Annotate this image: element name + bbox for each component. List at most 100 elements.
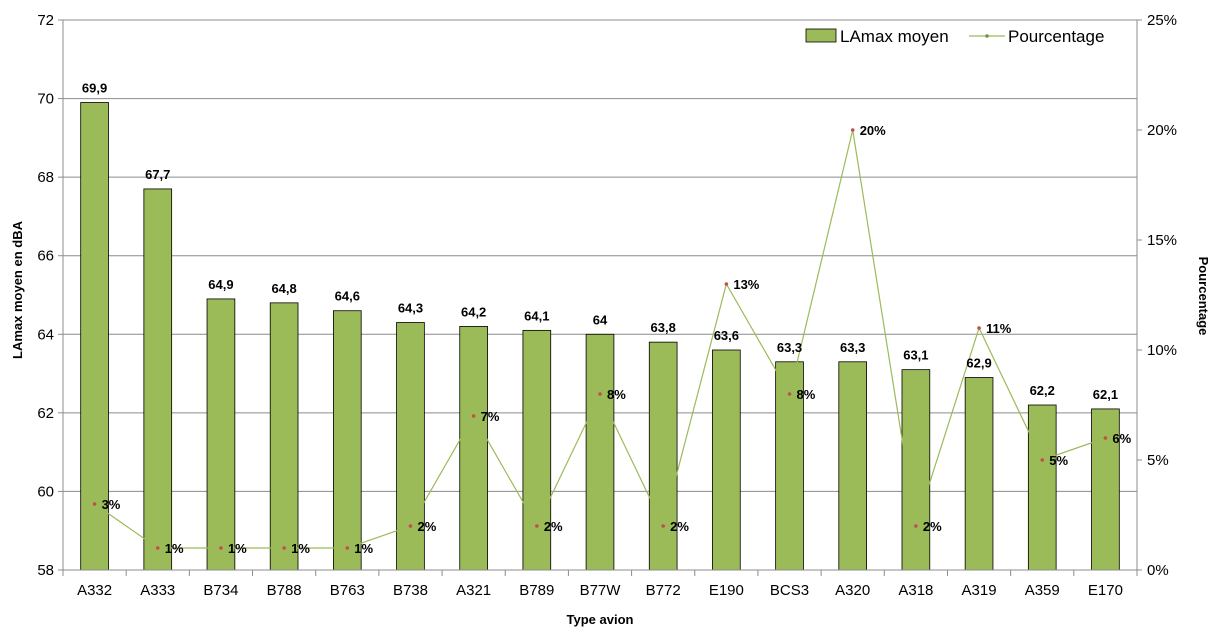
bar-data-labels: 69,9 67,7 64,9 64,8 64,6 64,3 64,2 64,1 64 63,8 63… xyxy=(82,81,1118,402)
bar xyxy=(143,188,173,571)
y-tick-label: 70 xyxy=(37,91,54,108)
bar xyxy=(585,333,615,571)
line-point xyxy=(787,392,792,396)
bar-value-label: 64,1 xyxy=(524,308,549,323)
x-tick-label: A359 xyxy=(1025,582,1060,599)
bar-value-label: 63,8 xyxy=(651,320,676,335)
bar xyxy=(332,310,362,571)
x-tick-label: A318 xyxy=(898,582,933,599)
line-point xyxy=(1103,436,1108,440)
x-tick-label: B789 xyxy=(519,582,554,599)
y-axis-title: LAmax moyen en dBA xyxy=(10,220,25,359)
line-value-label: 2% xyxy=(670,519,689,534)
bar-value-label: 64,8 xyxy=(271,281,296,296)
line-value-label: 8% xyxy=(607,387,626,402)
line-point xyxy=(219,546,223,550)
line-value-label: 8% xyxy=(797,387,816,402)
line-point xyxy=(155,546,160,550)
bar-value-label: 64,2 xyxy=(461,304,486,319)
line-point xyxy=(535,524,539,528)
line-value-label: 1% xyxy=(228,541,247,556)
bar xyxy=(964,377,994,571)
line-series xyxy=(92,128,1108,550)
bar xyxy=(901,369,931,571)
line-value-label: 11% xyxy=(986,321,1012,336)
line-point xyxy=(850,128,855,132)
line-point xyxy=(92,502,97,506)
y-tick-label: 64 xyxy=(37,326,54,343)
y2-tick-label: 25% xyxy=(1147,12,1177,29)
bar xyxy=(648,341,678,571)
line-value-label: 20% xyxy=(860,123,886,138)
right-axis-ticks: 0% 5% 10% 15% 20% 25% xyxy=(1147,12,1177,579)
line-value-label: 2% xyxy=(417,519,436,534)
bar-value-label: 64,9 xyxy=(208,277,233,292)
line-data-labels: 3% 1% 1% 1% 1% 2% 7% 2% 8% 2% 13% 8% 20% 2% 11% 5% 6% xyxy=(102,123,1132,556)
y-tick-label: 62 xyxy=(37,405,54,422)
bar-value-label: 62,9 xyxy=(966,356,991,371)
line-value-label: 1% xyxy=(354,541,373,556)
x-tick-label: A333 xyxy=(140,582,175,599)
legend: LAmax moyen Pourcentage xyxy=(805,27,1104,46)
x-tick-label: B738 xyxy=(393,582,428,599)
bar xyxy=(459,326,488,571)
line-value-label: 6% xyxy=(1112,431,1131,446)
bar-value-label: 63,6 xyxy=(714,328,739,343)
x-tick-label: E170 xyxy=(1088,582,1123,599)
line-value-label: 7% xyxy=(481,409,500,424)
bar-value-label: 69,9 xyxy=(82,81,107,96)
y2-tick-label: 20% xyxy=(1147,122,1177,139)
x-tick-label: A332 xyxy=(77,582,112,599)
line-point xyxy=(724,282,729,286)
x-axis-ticks: A332 A333 B734 B788 B763 B738 A321 B789 B77W B772… xyxy=(77,582,1123,599)
x-tick-label: E190 xyxy=(709,582,744,599)
bar-value-label: 64,3 xyxy=(398,301,423,316)
bar xyxy=(269,302,299,571)
x-tick-label: B77W xyxy=(580,582,622,599)
line-value-label: 1% xyxy=(291,541,310,556)
y-tick-label: 68 xyxy=(37,169,54,186)
y2-tick-label: 5% xyxy=(1147,452,1169,469)
x-tick-label: B734 xyxy=(203,582,238,599)
line-point xyxy=(471,414,476,418)
left-axis-ticks: 58 60 62 64 66 68 70 72 xyxy=(37,12,54,579)
bar-value-label: 63,3 xyxy=(840,340,865,355)
bar-value-label: 64,6 xyxy=(335,289,360,304)
bar xyxy=(1091,408,1120,571)
y-tick-label: 58 xyxy=(37,562,54,579)
y2-tick-label: 10% xyxy=(1147,342,1177,359)
bar xyxy=(838,361,868,571)
bar xyxy=(1027,404,1057,571)
y-tick-label: 60 xyxy=(37,483,54,500)
x-tick-label: BCS3 xyxy=(770,582,809,599)
line-value-label: 1% xyxy=(165,541,184,556)
line-point xyxy=(345,546,350,550)
line-value-label: 2% xyxy=(923,519,942,534)
y2-tick-label: 15% xyxy=(1147,232,1177,249)
legend-swatch-marker xyxy=(985,34,989,38)
line-point xyxy=(1040,458,1045,462)
bar-value-label: 62,1 xyxy=(1093,387,1118,402)
y2-axis-title: Pourcentage xyxy=(1196,257,1211,336)
legend-label-line: Pourcentage xyxy=(1008,27,1104,46)
x-tick-label: A320 xyxy=(835,582,870,599)
bar-series xyxy=(80,102,1120,571)
legend-swatch-bar xyxy=(805,28,837,43)
bar xyxy=(522,329,552,571)
bar-value-label: 64 xyxy=(593,312,608,327)
bar xyxy=(206,298,236,571)
line-point xyxy=(282,546,286,550)
x-tick-label: B772 xyxy=(646,582,681,599)
bar xyxy=(712,349,741,571)
legend-label-bar: LAmax moyen xyxy=(840,27,949,46)
bar-value-label: 62,2 xyxy=(1030,383,1055,398)
bar-value-label: 63,3 xyxy=(777,340,802,355)
line-value-label: 13% xyxy=(733,277,759,292)
bar-value-label: 67,7 xyxy=(145,167,170,182)
line-point xyxy=(661,524,665,528)
x-axis-title: Type avion xyxy=(567,612,634,627)
y-tick-label: 72 xyxy=(37,12,54,29)
y-tick-label: 66 xyxy=(37,248,54,265)
line-value-label: 5% xyxy=(1049,453,1068,468)
